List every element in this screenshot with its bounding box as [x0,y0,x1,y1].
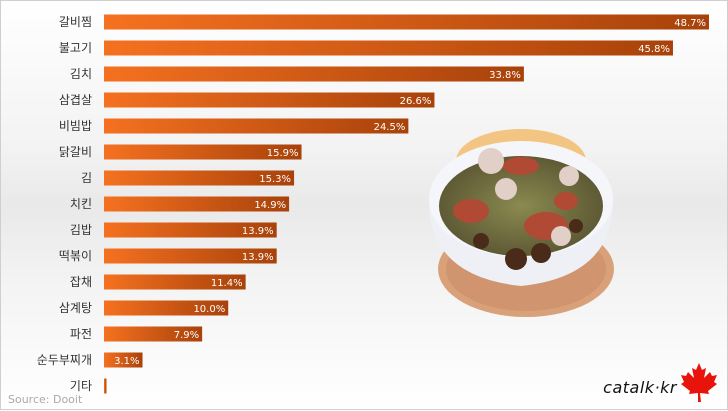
category-label: 비빔밥 [59,119,92,133]
value-label: 7.9% [174,330,199,341]
category-label: 떡볶이 [59,249,92,263]
category-label: 김치 [70,67,92,81]
category-label: 순두부찌개 [37,353,92,367]
bar-3 [104,92,435,108]
maple-leaf-icon [681,363,717,402]
category-label: 갈비찜 [59,15,92,29]
bar-0 [104,14,709,30]
source-note: Source: Dooit [8,393,83,406]
value-label: 33.8% [489,70,521,81]
catalk-logo: catalk·kr [603,361,719,403]
logo-text: catalk·kr [603,378,677,397]
value-label: 15.3% [259,174,291,185]
category-label: 불고기 [59,41,92,55]
category-label: 닭갈비 [59,145,92,159]
bar-1 [104,40,673,56]
bar-2 [104,66,524,82]
bar-14 [104,378,107,394]
value-label: 45.8% [638,44,670,55]
bar-10 [104,274,246,290]
value-label: 13.9% [242,252,274,263]
value-label: 13.9% [242,226,274,237]
value-label: 48.7% [674,18,706,29]
category-label: 삼계탕 [59,301,92,315]
value-label: 11.4% [211,278,243,289]
category-label: 김 [81,171,92,185]
value-label: 14.9% [254,200,286,211]
category-label: 삼겹살 [59,93,92,107]
value-label: 3.1% [114,356,139,367]
category-label: 파전 [70,327,92,341]
value-label: 26.6% [400,96,432,107]
bar-6 [104,170,295,186]
bar-12 [104,326,203,342]
value-label: 10.0% [193,304,225,315]
bar-8 [104,222,277,238]
bar-4 [104,118,409,134]
bar-9 [104,248,277,264]
value-label: 24.5% [374,122,406,133]
category-label: 김밥 [70,223,92,237]
bar-7 [104,196,290,212]
galbijjim-bowl-illustration [428,129,614,317]
bar-5 [104,144,302,160]
bar-13 [104,352,143,368]
category-label: 잡채 [70,275,92,289]
value-label: 15.9% [267,148,299,159]
bar-11 [104,300,229,316]
category-label: 치킨 [70,197,92,211]
category-label: 기타 [70,379,92,393]
